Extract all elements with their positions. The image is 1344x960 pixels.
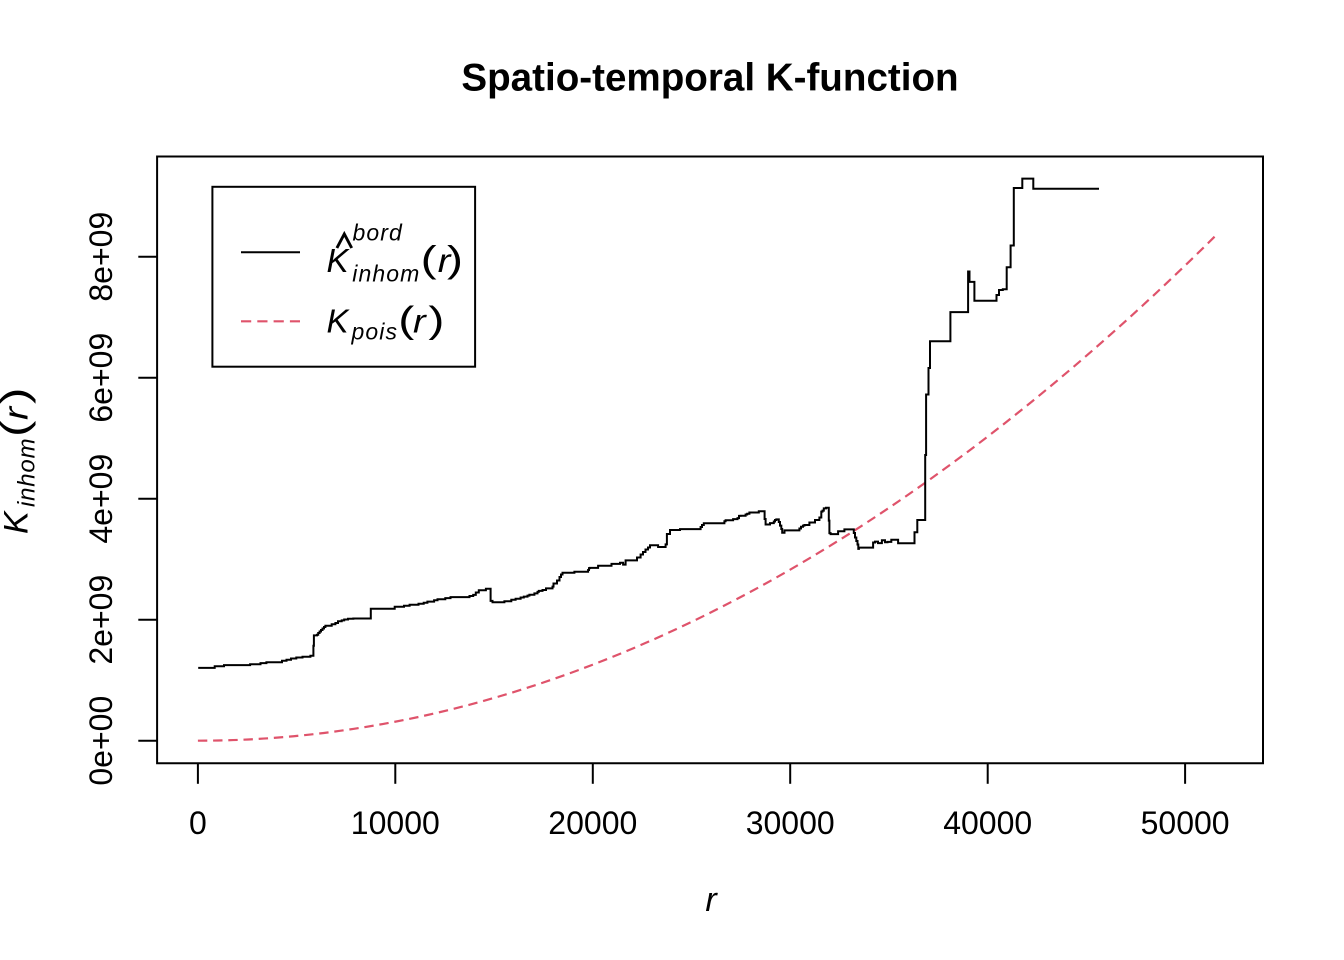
svg-text:K: K [327,242,351,279]
svg-text:8e+09: 8e+09 [83,212,119,302]
svg-text:(: ( [421,239,438,280]
svg-text:r: r [0,405,35,420]
svg-text:): ) [447,239,463,280]
svg-text:Spatio-temporal K-function: Spatio-temporal K-function [461,56,958,99]
svg-text:): ) [0,388,36,404]
svg-text:0: 0 [189,805,207,841]
svg-text:inhom: inhom [352,261,420,287]
svg-text:r: r [705,881,718,919]
svg-text:10000: 10000 [351,805,440,841]
svg-text:): ) [428,300,444,341]
svg-text:20000: 20000 [548,805,637,841]
svg-text:0e+00: 0e+00 [83,696,119,786]
svg-text:(: ( [0,420,36,437]
svg-text:r: r [438,242,453,279]
svg-text:inhom: inhom [14,438,41,507]
svg-text:4e+09: 4e+09 [83,454,119,544]
svg-text:r: r [413,303,428,340]
svg-text:K: K [0,510,36,534]
svg-text:6e+09: 6e+09 [83,333,119,423]
svg-text:bord: bord [353,219,404,245]
svg-text:pois: pois [351,318,399,344]
svg-text:K: K [327,302,351,339]
svg-text:2e+09: 2e+09 [83,575,119,665]
svg-text:(: ( [398,300,415,341]
svg-text:30000: 30000 [746,805,835,841]
svg-text:40000: 40000 [943,805,1032,841]
svg-text:50000: 50000 [1141,805,1230,841]
